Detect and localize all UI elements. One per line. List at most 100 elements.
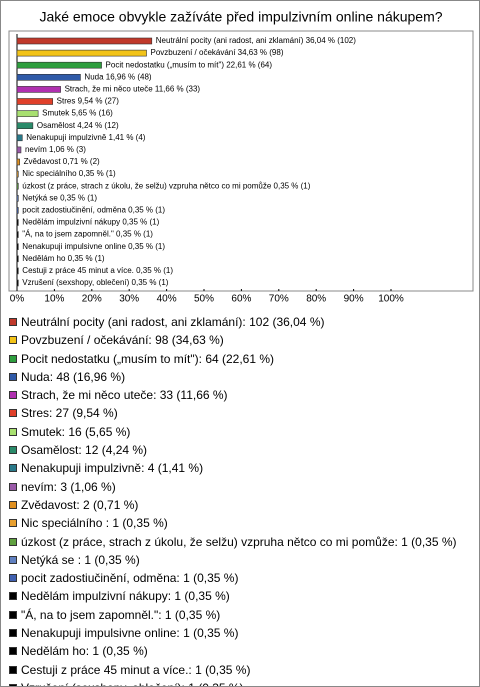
- bar: [16, 207, 19, 214]
- legend-item: Nuda: 48 (16,96 %): [9, 368, 469, 386]
- legend-item: Smutek: 16 (5,65 %): [9, 423, 469, 441]
- legend-swatch: [9, 537, 17, 546]
- legend-label: Stres: 27 (9,54 %): [21, 406, 118, 421]
- bar: [16, 146, 22, 154]
- value-label: Zvědavost 0,71 % (2): [24, 157, 100, 166]
- value-label: Pocit nedostatku („musím to mít") 22,61 …: [106, 60, 273, 69]
- legend-label: Neutrální pocity (ani radost, ani zklamá…: [21, 315, 325, 329]
- legend-label: pocit zadostiučinění, odměna: 1 (0,35 %): [21, 571, 239, 586]
- value-label: pocit zadostiučinění, odměna 0,35 % (1): [22, 206, 165, 215]
- value-label: Nenakupuji impulzivně 1,41 % (4): [26, 133, 146, 142]
- value-label: Netýká se 0,35 % (1): [22, 193, 97, 202]
- legend-swatch: [9, 354, 17, 363]
- legend-label: Povzbuzení / očekávání: 98 (34,63 %): [21, 333, 224, 348]
- value-label: Nedělám impulzivní nákupy 0,35 % (1): [22, 218, 159, 227]
- legend-item: Neutrální pocity (ani radost, ani zklamá…: [9, 313, 469, 331]
- legend-item: úzkost (z práce, strach z úkolu, že selž…: [9, 533, 469, 551]
- legend-item: Strach, že mi něco uteče: 33 (11,66 %): [9, 386, 469, 404]
- bar: [16, 195, 19, 202]
- legend-item: Nenakupuji impulsivne online: 1 (0,35 %): [9, 624, 469, 642]
- bar: [16, 170, 19, 178]
- legend-swatch: [9, 391, 17, 400]
- legend-label: Smutek: 16 (5,65 %): [21, 424, 131, 439]
- legend-swatch: [9, 610, 17, 619]
- value-label: Nuda 16,96 % (48): [84, 72, 151, 81]
- value-label: Povzbuzení / očekávání 34,63 % (98): [151, 48, 284, 57]
- legend-label: Cestuji z práce 45 minut a více.: 1 (0,3…: [21, 662, 251, 677]
- legend-swatch: [9, 555, 17, 564]
- legend-item: Nenakupuji impulzivně: 4 (1,41 %): [9, 459, 469, 477]
- legend-item: Stres: 27 (9,54 %): [9, 404, 469, 422]
- legend-label: Nedělám ho: 1 (0,35 %): [21, 644, 148, 659]
- legend-item: Zvědavost: 2 (0,71 %): [9, 496, 469, 514]
- legend-label: Zvědavost: 2 (0,71 %): [21, 497, 139, 512]
- legend-item: Nic speciálního : 1 (0,35 %): [9, 514, 469, 532]
- bar: [16, 243, 19, 250]
- legend-swatch: [9, 592, 17, 601]
- bar: [16, 37, 153, 45]
- legend-swatch: [9, 409, 17, 418]
- bar: [16, 49, 147, 57]
- legend-item: nevím: 3 (1,06 %): [9, 478, 469, 496]
- legend-swatch: [9, 500, 17, 509]
- bar: [16, 231, 19, 238]
- legend-swatch: [9, 427, 17, 436]
- bar: [16, 182, 19, 190]
- legend-label: nevím: 3 (1,06 %): [21, 479, 116, 494]
- x-tick-label: 0%: [10, 294, 25, 305]
- legend-label: Strach, že mi něco uteče: 33 (11,66 %): [21, 388, 228, 403]
- legend-swatch: [9, 482, 17, 491]
- x-tick-label: 100%: [378, 294, 404, 305]
- x-tick-label: 70%: [269, 294, 289, 305]
- legend-item: Nedělám ho: 1 (0,35 %): [9, 642, 469, 660]
- legend-swatch: [9, 629, 17, 638]
- value-label: Strach, že mi něco uteče 11,66 % (33): [65, 85, 201, 94]
- bar: [16, 255, 19, 263]
- legend-swatch: [9, 574, 17, 583]
- value-label: Cestuji z práce 45 minut a více. 0,35 % …: [22, 266, 173, 275]
- legend-label: Vzrušení (sexshopy, oblečení): 1 (0,35 %…: [21, 679, 244, 686]
- legend-label: Nic speciálního : 1 (0,35 %): [21, 516, 168, 531]
- legend-item: Pocit nedostatku („musím to mít"): 64 (2…: [9, 350, 469, 368]
- legend-label: Pocit nedostatku („musím to mít"): 64 (2…: [21, 351, 275, 366]
- legend-swatch: [9, 519, 17, 528]
- x-tick-label: 50%: [194, 294, 214, 305]
- legend-label: "Á, na to jsem zapomněl.": 1 (0,35 %): [21, 607, 221, 622]
- chart-title: Jaké emoce obvykle zažíváte před impulzi…: [39, 9, 442, 25]
- legend-label: úzkost (z práce, strach z úkolu, že selž…: [21, 534, 457, 549]
- legend-label: Nenakupuji impulsivne online: 1 (0,35 %): [21, 626, 239, 641]
- value-label: Neutrální pocity (ani radost, ani zklamá…: [156, 36, 356, 45]
- legend-swatch: [9, 683, 17, 686]
- bar: [16, 122, 34, 129]
- legend-swatch: [9, 372, 17, 381]
- legend-label: Netýká se : 1 (0,35 %): [21, 552, 140, 567]
- x-tick-label: 30%: [119, 294, 139, 305]
- value-label: Nenakupuji impulsivne online 0,35 % (1): [22, 242, 165, 251]
- bar: [16, 86, 61, 93]
- bar: [16, 74, 81, 81]
- legend-item: "Á, na to jsem zapomněl.": 1 (0,35 %): [9, 606, 469, 624]
- legend-label: Nenakupuji impulzivně: 4 (1,41 %): [21, 461, 204, 476]
- bar: [16, 219, 19, 226]
- legend-item: Netýká se : 1 (0,35 %): [9, 551, 469, 569]
- legend-swatch: [9, 446, 17, 455]
- value-label: úzkost (z práce, strach z úkolu, že selž…: [22, 181, 310, 190]
- legend-label: Osamělost: 12 (4,24 %): [21, 443, 148, 458]
- bar: [16, 279, 19, 287]
- legend-swatch: [9, 665, 17, 674]
- value-label: Stres 9,54 % (27): [57, 97, 120, 106]
- x-tick-label: 10%: [44, 294, 64, 305]
- bar: [16, 110, 39, 117]
- value-label: Osamělost 4,24 % (12): [37, 121, 119, 130]
- chart: Jaké emoce obvykle zažíváte před impulzi…: [8, 9, 474, 305]
- legend-label: Nuda: 48 (16,96 %): [21, 369, 126, 384]
- legend-swatch: [9, 336, 17, 345]
- legend-swatch: [9, 464, 17, 473]
- x-tick-label: 60%: [231, 294, 251, 305]
- legend-swatch: [9, 318, 17, 326]
- value-label: Nedělám ho 0,35 % (1): [22, 254, 105, 263]
- legend-label: Nedělám impulzivní nákupy: 1 (0,35 %): [21, 589, 230, 604]
- legend-item: Vzrušení (sexshopy, oblečení): 1 (0,35 %…: [9, 679, 469, 686]
- value-label: Vzrušení (sexshopy, oblečení) 0,35 % (1): [22, 278, 168, 287]
